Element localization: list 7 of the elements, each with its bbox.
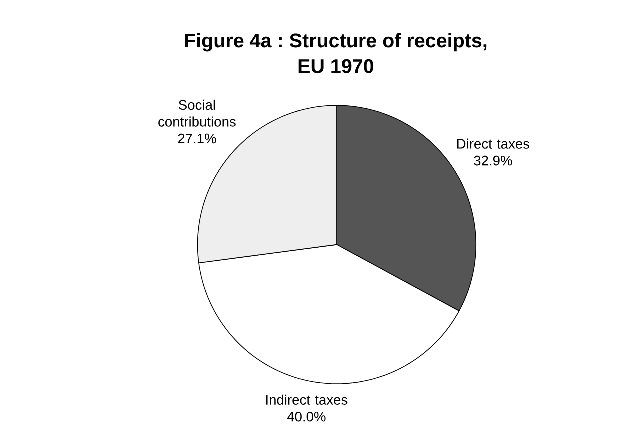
- data-label: 40.0%: [287, 412, 326, 422]
- data-label: 32.9%: [474, 156, 512, 166]
- slice-label: Indirect taxes: [266, 394, 348, 405]
- data-label: 27.1%: [178, 134, 216, 144]
- chart-title: Figure 4a : Structure of receipts, EU 1970: [185, 33, 487, 74]
- slice-label: Direct taxes: [457, 138, 530, 149]
- slice-label: Social contributions: [158, 100, 236, 127]
